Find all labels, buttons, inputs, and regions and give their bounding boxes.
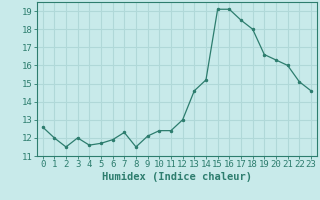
X-axis label: Humidex (Indice chaleur): Humidex (Indice chaleur) — [102, 172, 252, 182]
